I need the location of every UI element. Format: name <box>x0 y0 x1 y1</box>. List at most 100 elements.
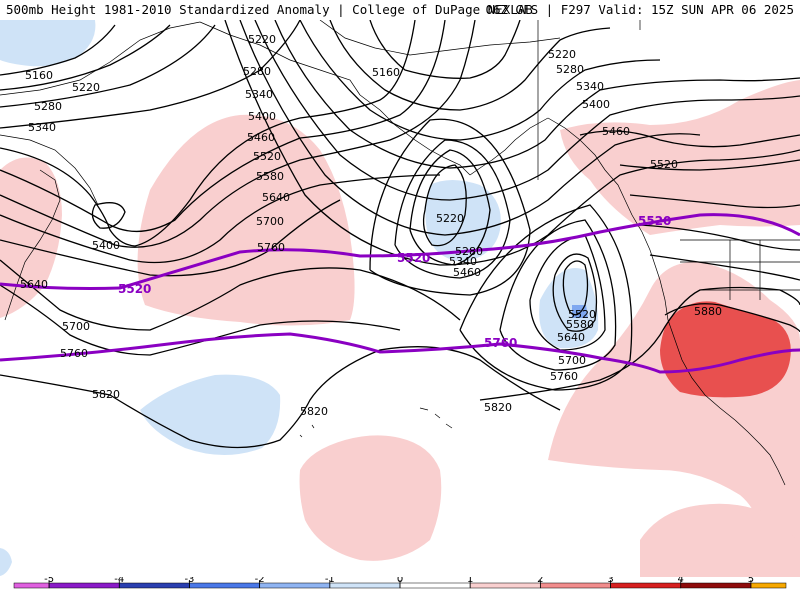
label-5640-west: 5640 <box>20 278 48 291</box>
contour-5160-ak <box>369 20 521 79</box>
map-header: 500mb Height 1981-2010 Standardized Anom… <box>0 0 800 20</box>
legend-bin <box>680 582 752 589</box>
contour-5220-west <box>0 24 171 91</box>
label-5760-ak: 5760 <box>257 241 285 254</box>
contour-low-5280 <box>409 149 491 266</box>
pos-anomaly-west <box>0 157 62 318</box>
legend-tick-label: -4 <box>114 577 124 585</box>
contour-5280-west <box>0 24 216 108</box>
height-contours <box>0 20 800 449</box>
coast-baja <box>734 419 786 486</box>
label-5160-ak: 5160 <box>372 66 400 79</box>
contour-low-5520 <box>562 260 589 316</box>
contour-5460-west <box>0 20 446 233</box>
contour-5640 <box>0 199 341 277</box>
coast-alaska-north <box>319 20 561 56</box>
label-5340-e: 5340 <box>576 80 604 93</box>
legend-tick-label: 2 <box>537 577 543 585</box>
label-5880-sw: 5880 <box>694 305 722 318</box>
coast-hawaii <box>419 407 453 429</box>
legend-bin <box>259 582 331 589</box>
legend-bin <box>329 582 401 589</box>
legend-tick-label: -3 <box>184 577 194 585</box>
anomaly-map: 5160 5220 5280 5340 5400 5640 5700 5760 … <box>0 20 800 577</box>
label-5760-low: 5760 <box>550 370 578 383</box>
dateline-land <box>537 20 641 180</box>
model-run-info: 06Z GFS | F297 Valid: 15Z SUN APR 06 202… <box>485 2 794 17</box>
contour-5640-e <box>639 224 800 251</box>
climo-label-5520-west: 5520 <box>118 282 151 296</box>
label-5700-ak: 5700 <box>256 215 284 228</box>
contour-5520-ak <box>224 20 800 266</box>
legend-tick-label: -5 <box>44 577 54 585</box>
neg-anomaly-sw-corner <box>0 548 12 576</box>
pos-anomaly-southwest-strong <box>660 301 791 398</box>
legend-bin <box>48 582 120 589</box>
contour-low-5460 <box>369 118 531 296</box>
label-5700-low: 5700 <box>558 354 586 367</box>
label-5220-low: 5220 <box>436 212 464 225</box>
climatology-lines <box>0 213 800 374</box>
label-5340-west: 5340 <box>28 121 56 134</box>
label-5340-low: 5340 <box>449 255 477 268</box>
contour-5760 <box>0 284 401 356</box>
legend-tick-label: -1 <box>325 577 335 585</box>
anomaly-shading <box>0 20 800 577</box>
legend-tick-label: 5 <box>748 577 754 585</box>
label-5820-mid: 5820 <box>300 405 328 418</box>
label-5400-e: 5400 <box>582 98 610 111</box>
legend-bin <box>189 582 260 589</box>
legend-tick-label: 4 <box>678 577 684 585</box>
contour-5340-west <box>0 20 301 129</box>
label-5340-ak: 5340 <box>245 88 273 101</box>
contour-5580 <box>0 174 441 264</box>
contour-low-5580 <box>552 253 598 332</box>
coast-siberia <box>0 21 201 96</box>
map-title: 500mb Height 1981-2010 Standardized Anom… <box>6 2 533 17</box>
label-5520-ak: 5520 <box>253 150 281 163</box>
contour-5820 <box>0 346 561 449</box>
label-5280-low: 5280 <box>455 245 483 258</box>
label-5700-west: 5700 <box>62 320 90 333</box>
label-5640-ak: 5640 <box>262 191 290 204</box>
contour-low-5220 <box>422 164 467 247</box>
legend-bin <box>399 582 471 589</box>
contour-5160-west <box>0 24 116 76</box>
label-5280-e: 5280 <box>556 63 584 76</box>
pos-anomaly-se-corner <box>640 503 800 577</box>
contour-5580-e <box>629 194 800 209</box>
pos-anomaly-bc <box>560 80 800 235</box>
label-5640-low: 5640 <box>557 331 585 344</box>
contour-5520-e <box>619 159 800 171</box>
contour-5820-east <box>479 286 800 401</box>
contour-5460-e <box>579 130 800 148</box>
label-5460-e: 5460 <box>602 125 630 138</box>
aleutian-islands <box>299 424 315 438</box>
label-5580-ak: 5580 <box>256 170 284 183</box>
legend-tick-label: 1 <box>467 577 473 585</box>
pos-anomaly-bering-ridge <box>137 114 355 326</box>
label-5280-ak: 5280 <box>243 65 271 78</box>
legend-colorbar: -5 -4 -3 -2 -1 0 1 2 3 4 5 <box>13 577 787 589</box>
coast-kamchatka <box>0 134 99 206</box>
contour-5400-ak <box>254 20 800 201</box>
legend-bin <box>469 582 541 589</box>
label-5160-west: 5160 <box>25 69 53 82</box>
climatology-labels: 5520 5520 5520 5760 <box>118 214 671 350</box>
label-5520-e: 5520 <box>650 158 678 171</box>
contour-5460-ak <box>239 20 701 236</box>
coast-se-alaska <box>547 117 633 216</box>
contour-low-5640 <box>529 234 606 351</box>
anomaly-legend: -5 -4 -3 -2 -1 0 1 2 3 4 5 <box>0 577 800 600</box>
pos-anomaly-subtropics <box>299 435 442 561</box>
neg-anomaly-nw <box>0 20 96 67</box>
label-5460-low: 5460 <box>453 266 481 279</box>
climo-label-5760-mid: 5760 <box>484 336 517 350</box>
contour-5340-ak <box>274 20 800 169</box>
contour-5220-ak <box>329 20 611 111</box>
climo-label-5520-mid: 5520 <box>397 251 430 265</box>
climo-label-5520-east: 5520 <box>638 214 671 228</box>
label-5280-west: 5280 <box>34 100 62 113</box>
label-5520-low: 5520 <box>568 308 596 321</box>
label-5820-low: 5820 <box>484 401 512 414</box>
